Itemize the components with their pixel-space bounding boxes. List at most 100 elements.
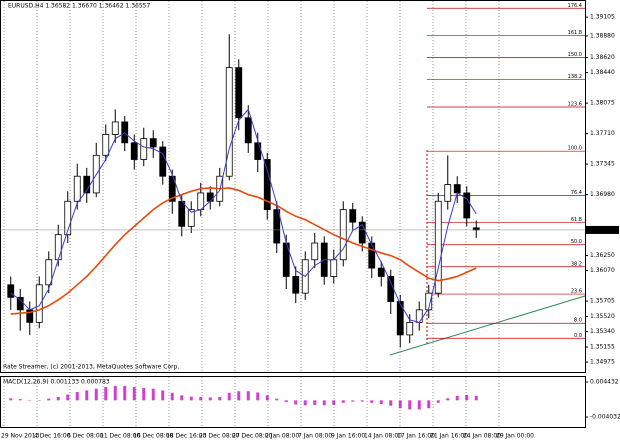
macd-bar [47,398,51,401]
macd-bar [332,400,336,405]
y-tick-label: 1.36980 [590,191,615,198]
macd-bar [9,398,13,401]
macd-bar [465,394,469,401]
candle-body [425,292,433,311]
trend-line [389,295,586,356]
candle-body [273,209,281,244]
macd-bar [151,388,155,401]
macd-bar [189,396,193,401]
y-tick-label: 1.35705 [590,298,615,305]
macd-bar [351,400,355,402]
macd-bar [113,385,117,401]
macd-bar [28,399,32,401]
fib-label: 150.0 [568,52,582,58]
y-tick-label: 1.37710 [590,130,615,137]
candle-body [396,301,404,336]
candle-body [349,209,357,223]
fib-label: 0.0 [574,333,582,339]
copyright: Rate Streamer, (c) 2001-2013, MetaQuotes… [3,364,179,371]
x-tick-label: 24 Jan 08:00 [463,433,501,440]
moving-average [10,108,477,323]
y-tick-label: 1.35155 [590,344,615,351]
macd-bar [265,395,269,401]
fib-label: 100.0 [568,146,582,152]
candle-body [111,121,119,135]
fib-label: 138.2 [568,74,582,80]
candle-body [339,209,347,261]
macd-frame [0,376,586,428]
fib-label: 123.6 [568,101,582,107]
macd-bar [199,397,203,401]
candle-body [7,284,15,298]
y-tick-label: 1.34975 [590,359,615,366]
candle-body [263,159,271,211]
y-tick-label: 1.36250 [590,252,615,259]
candle-body [206,192,214,202]
fib-label: 50.0 [571,239,582,245]
macd-bar [436,400,440,403]
candle-body [168,175,176,202]
macd-bar [66,394,70,401]
x-tick-label: 21 Jan 16:00 [430,433,468,440]
candle-body [377,267,385,277]
y-tick-label: 1.38440 [590,69,615,76]
x-tick-label: 17 Jan 16:00 [397,433,435,440]
x-tick-label: 2 Jan 08:00 [265,433,299,440]
candle-body [178,200,186,227]
candle-body [64,200,72,236]
y-tick-label: 1.36070 [590,267,615,274]
macd-bar [218,397,222,401]
fib-label: 161.8 [568,30,582,36]
x-tick-label: 14 Jan 08:00 [364,433,402,440]
macd-bar [417,400,421,410]
macd-bar [341,400,345,403]
x-tick-label: 16 Dec 08:00 [133,433,174,440]
main-frame [0,0,586,373]
x-tick-label: 11 Dec 08:00 [100,433,141,440]
candle-body [102,134,110,156]
macd-bar [313,400,317,405]
y-tick-label: 1.38620 [590,54,615,61]
x-tick-label: 29 Jan 00:00 [496,433,534,440]
fib-label: 76.4 [571,190,582,196]
candle-body [406,321,414,336]
candle-body [16,296,24,311]
y-tick-label: 1.38075 [590,100,615,107]
macd-bar [208,397,212,401]
candle-body [415,309,423,323]
macd-bar [474,395,478,401]
x-tick-label: 7 Jan 08:00 [298,433,332,440]
candle-body [330,259,338,277]
price-box [586,225,619,234]
candle-body [453,184,461,194]
candle-body [54,234,62,261]
x-tick-label: 29 Nov 2013 [1,433,40,440]
macd-bar [18,399,22,401]
candle-body [368,242,376,269]
macd-bar [227,392,231,401]
macd-bar [284,400,288,402]
candle-body [130,142,138,160]
candle-body [235,67,243,119]
y-tick-label: 1.35520 [590,313,615,320]
macd-bar [104,387,108,401]
candle-body [140,138,148,160]
macd-bar [303,400,307,406]
macd-bar [123,385,127,401]
fib-label: 61.8 [571,217,582,223]
candle-body [358,221,366,244]
macd-bar [360,400,364,402]
candle-body [244,117,252,144]
macd-bar [37,399,41,401]
macd-bar [455,395,459,401]
x-tick-label: 6 Dec 08:00 [67,433,104,440]
macd-bar [161,390,165,401]
price-label: 1.36557 [589,226,614,233]
x-tick-label: 27 Dec 08:00 [232,433,273,440]
macd-bar [142,387,146,401]
fib-label: 8.0 [574,318,582,324]
macd-bar [256,392,260,401]
macd-bar [275,398,279,401]
chart-title: EURUSD,H4 1.36582 1.36670 1.36462 1.3655… [8,3,150,10]
